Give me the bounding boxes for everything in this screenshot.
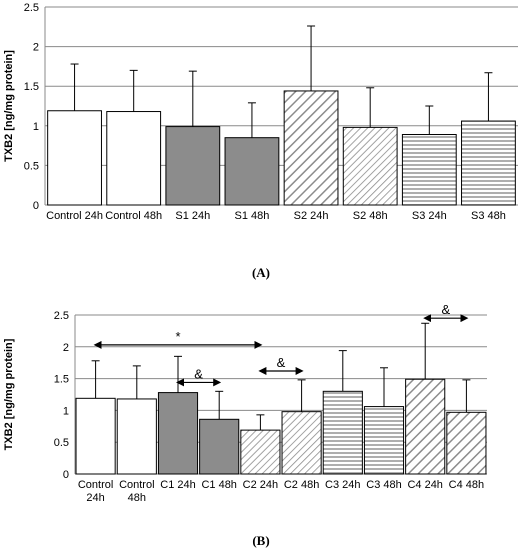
- chart2-bar-2: [157, 392, 199, 475]
- chart1-y-tick-label: 0.5: [24, 160, 39, 172]
- chart2-bar-3: [199, 418, 240, 475]
- chart2-significance-marker: *: [175, 329, 180, 344]
- chart1-x-tick-label: S3 24h: [412, 210, 447, 222]
- chart1-bar-2: [165, 126, 221, 206]
- chart2-bar-5: [281, 411, 322, 475]
- panel-b-caption: (B): [252, 533, 269, 548]
- chart2-x-tick-label: Control 24h: [78, 479, 113, 504]
- chart1-x-tick-label: S3 48h: [471, 210, 506, 222]
- chart2-y-tick-label: 0.5: [54, 437, 69, 449]
- chart1-x-tick-label: S1 24h: [175, 210, 210, 222]
- chart1-bar-1: [106, 111, 162, 206]
- chart2-y-tick-label: 2: [63, 342, 69, 354]
- chart1-bar-7: [461, 120, 516, 206]
- chart1-bar-5: [342, 126, 398, 206]
- chart2-x-tick-label: C2 48h: [284, 479, 319, 491]
- chart-panel-a: 0 0.5 1 1.5 2 2.5 TXB2 [ng/mg protein] Control …: [3, 2, 518, 222]
- chart2-significance-marker: &: [441, 302, 450, 317]
- chart2-x-tick-label: C4 24h: [407, 479, 442, 491]
- chart2-significance-marker: &: [277, 355, 286, 370]
- chart1-y-tick-label: 2.5: [24, 2, 39, 14]
- chart2-bar-0: [75, 397, 116, 475]
- chart1-y-axis-label: TXB2 [ng/mg protein]: [3, 50, 15, 162]
- chart2-y-tick-label: 1.5: [54, 374, 69, 386]
- panel-a-caption: (A): [252, 265, 270, 280]
- chart1-bar-0: [47, 110, 102, 206]
- chart2-bar-7: [363, 406, 405, 475]
- chart1-x-tick-label: S1 48h: [235, 210, 270, 222]
- chart1-x-tick-label: Control 24h: [46, 210, 103, 222]
- chart1-bar-3: [224, 137, 280, 206]
- chart2-y-axis-label: TXB2 [ng/mg protein]: [3, 338, 15, 450]
- chart1-x-tick-label: S2 24h: [294, 210, 329, 222]
- chart1-y-tick-label: 0: [33, 200, 39, 212]
- chart2-bar-9: [446, 411, 487, 475]
- chart1-y-tick-label: 1: [33, 121, 39, 133]
- chart1-bar-6: [401, 134, 457, 206]
- chart2-x-tick-label: C3 24h: [325, 479, 360, 491]
- chart1-bar-4: [283, 90, 339, 206]
- chart2-bar-1: [116, 398, 157, 475]
- chart2-x-tick-label: C1 24h: [160, 479, 195, 491]
- chart2-bar-6: [322, 390, 363, 475]
- chart2-x-tick-label: Control 48h: [119, 479, 154, 504]
- chart2-bar-8: [405, 378, 446, 475]
- chart2-significance-marker: &: [194, 366, 203, 381]
- chart1-x-tick-label: Control 48h: [105, 210, 162, 222]
- chart2-bar-4: [240, 429, 281, 475]
- chart1-y-tick-label: 1.5: [24, 81, 39, 93]
- chart2-y-tick-label: 2.5: [54, 310, 69, 322]
- chart1-y-tick-label: 2: [33, 42, 39, 54]
- chart2-y-tick-label: 0: [63, 469, 69, 481]
- chart2-x-tick-label: C4 48h: [449, 479, 484, 491]
- chart2-x-tick-label: C3 48h: [366, 479, 401, 491]
- chart1-x-tick-label: S2 48h: [353, 210, 388, 222]
- chart2-x-tick-label: C1 48h: [201, 479, 236, 491]
- chart-panel-b: 0 0.5 1 1.5 2 2.5 TXB2 [ng/mg protein] Control 2…: [3, 302, 487, 504]
- chart2-y-tick-label: 1: [63, 405, 69, 417]
- chart2-x-tick-label: C2 24h: [243, 479, 278, 491]
